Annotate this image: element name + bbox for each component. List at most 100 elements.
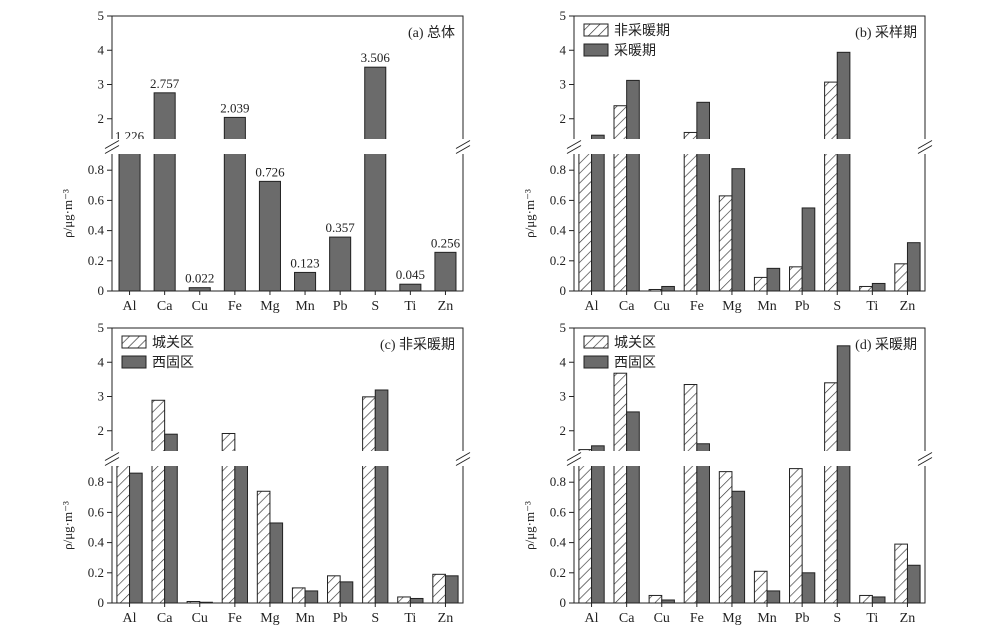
bar-zn-solid [906, 564, 921, 604]
x-tick-label: Al [585, 299, 599, 314]
bar-al-solid [129, 472, 143, 604]
y-tick-label: 2 [98, 111, 105, 126]
bar-pb-solid [801, 207, 816, 292]
panel-title: (c) 非采暖期 [380, 337, 455, 353]
legend-swatch [121, 355, 147, 369]
y-tick-label: 0.8 [550, 162, 566, 177]
y-tick-label: 0.4 [550, 223, 567, 238]
bar-fe-solid [234, 453, 248, 604]
y-tick-label: 0.4 [88, 535, 105, 550]
bar-pb-hatched [327, 575, 341, 604]
x-tick-label: Al [585, 611, 599, 626]
bar-mn-solid [766, 590, 781, 604]
y-tick-label: 4 [98, 354, 105, 369]
axis-break-mark [917, 145, 933, 154]
bar-ti-solid [871, 596, 886, 604]
axis-break-gap [573, 451, 926, 466]
bar-mn-solid [766, 267, 781, 292]
x-tick-label: Fe [690, 299, 704, 314]
bar-fe-hatched [683, 131, 698, 292]
data-label: 2.757 [150, 76, 180, 91]
bar-ti-solid [399, 283, 422, 292]
legend-label: 城关区 [614, 335, 656, 351]
x-tick-label: Mn [757, 611, 776, 626]
x-tick-label: Cu [654, 611, 670, 626]
legend-swatch [121, 335, 147, 349]
bar-ti-solid [871, 282, 886, 292]
axis-break-gap [573, 139, 926, 154]
bar-ca-solid [626, 411, 640, 604]
data-label: 0.357 [326, 220, 356, 235]
bar-ca-solid [153, 92, 176, 292]
x-tick-label: Al [123, 611, 137, 626]
bar-cu-hatched [648, 288, 663, 292]
bar-ca-hatched [613, 105, 628, 292]
bar-s-hatched [824, 382, 838, 604]
bar-cu-hatched [186, 600, 201, 604]
axis-break-mark [917, 457, 933, 466]
axis-break-mark [566, 140, 582, 149]
bar-s-solid [374, 389, 389, 604]
axis-break-mark [104, 452, 120, 461]
legend-swatch [583, 23, 609, 37]
x-tick-label: Mg [260, 299, 279, 314]
x-tick-label: Mn [295, 611, 314, 626]
y-tick-label: 5 [560, 320, 567, 335]
x-tick-label: Ca [157, 611, 173, 626]
y-tick-label: 0.4 [88, 223, 105, 238]
bar-pb-hatched [789, 266, 803, 292]
data-label: 0.256 [431, 235, 461, 250]
bar-fe-hatched [683, 384, 698, 604]
x-tick-label: Ti [404, 299, 416, 314]
x-tick-label: Cu [192, 611, 208, 626]
y-tick-label: 3 [560, 77, 567, 92]
bar-mg-hatched [256, 490, 271, 604]
bar-mn-solid [304, 590, 319, 604]
y-axis-label: ρ/μg·m⁻³ [60, 189, 75, 238]
axis-break-mark [566, 145, 582, 154]
axis-break-gap [111, 139, 464, 154]
bar-cu-solid [188, 287, 211, 292]
y-tick-label: 4 [98, 42, 105, 57]
y-tick-label: 0.6 [88, 192, 105, 207]
bar-ca-hatched [613, 372, 628, 604]
bar-al-hatched [116, 454, 131, 604]
x-tick-label: Cu [192, 299, 208, 314]
x-tick-label: Al [123, 299, 137, 314]
y-axis-label: ρ/μg·m⁻³ [522, 189, 537, 238]
data-label: 2.039 [220, 100, 249, 115]
x-tick-label: Mg [722, 299, 741, 314]
x-tick-label: Ti [404, 611, 416, 626]
axis-break-mark [455, 145, 471, 154]
axis-break-mark [917, 452, 933, 461]
y-tick-label: 0 [560, 595, 567, 610]
axis-break-mark [455, 140, 471, 149]
y-axis-label: ρ/μg·m⁻³ [60, 501, 75, 550]
bar-mg-solid [731, 490, 746, 604]
axis-break-mark [104, 140, 120, 149]
legend-swatch [583, 335, 609, 349]
axis-break-gap [111, 451, 464, 466]
data-label: 0.123 [290, 255, 319, 270]
panel-c: 0 0.2 0.4 0.6 0.8 2 3 4 5 Al Ca Cu Fe Mg Mn Pb S Ti Zn ρ/μg… [60, 320, 471, 626]
axis-break-mark [104, 145, 120, 154]
y-tick-label: 0.2 [88, 253, 104, 268]
y-tick-label: 5 [98, 320, 105, 335]
bar-zn-solid [906, 242, 921, 292]
legend-label: 城关区 [152, 335, 194, 351]
bar-fe-solid [696, 443, 710, 604]
y-tick-label: 0 [560, 283, 567, 298]
bar-cu-solid [199, 601, 213, 604]
bar-ca-hatched [151, 399, 166, 604]
x-tick-label: Zn [438, 299, 454, 314]
y-tick-label: 0.8 [88, 162, 104, 177]
y-tick-label: 3 [560, 389, 567, 404]
x-tick-label: S [371, 299, 379, 314]
bar-s-solid [836, 51, 851, 292]
data-label: 0.022 [185, 271, 214, 286]
legend-label: 非采暖期 [614, 23, 670, 39]
bar-mg-solid [731, 168, 746, 292]
y-tick-label: 0.2 [550, 253, 566, 268]
x-tick-label: S [833, 611, 841, 626]
